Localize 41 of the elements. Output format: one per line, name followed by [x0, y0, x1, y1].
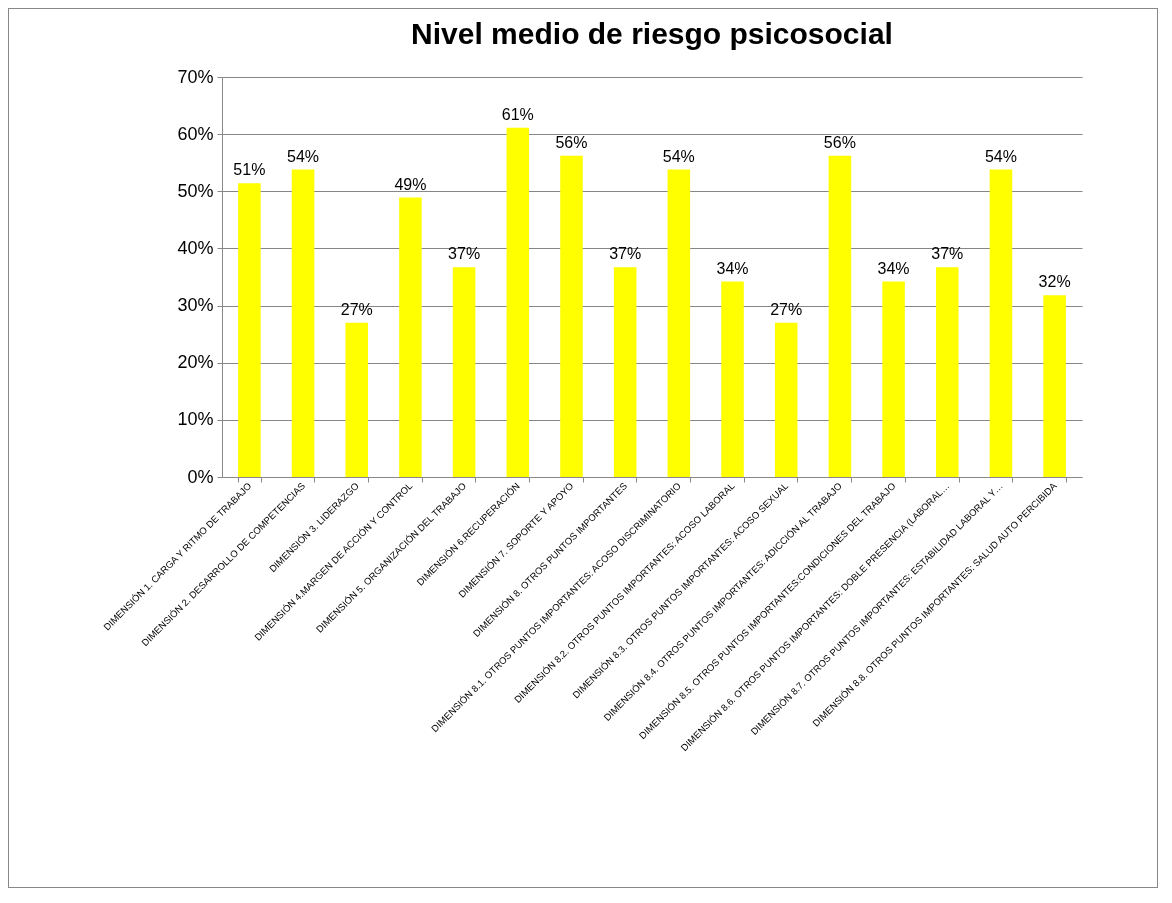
y-tick-label: 30% — [177, 295, 214, 316]
data-label: 54% — [287, 147, 320, 165]
bar — [345, 322, 369, 477]
bar — [828, 155, 852, 477]
bar — [613, 267, 637, 477]
bar — [935, 267, 959, 477]
data-label: 61% — [501, 105, 534, 123]
data-label: 54% — [662, 147, 695, 165]
bar — [506, 127, 530, 477]
bar — [721, 281, 744, 477]
data-label: 34% — [877, 259, 910, 277]
data-label: 37% — [609, 245, 642, 263]
y-tick-label: 10% — [177, 409, 214, 430]
y-tick-label: 50% — [177, 180, 214, 201]
chart-title: Nivel medio de riesgo psicosocial — [411, 17, 893, 50]
data-label: 56% — [823, 133, 856, 151]
data-label: 56% — [555, 133, 588, 151]
data-label: 34% — [716, 259, 749, 277]
data-label: 32% — [1038, 273, 1071, 291]
data-label: 27% — [770, 300, 803, 318]
bar — [238, 183, 261, 477]
y-tick-label: 70% — [177, 66, 214, 87]
data-label: 37% — [931, 245, 964, 263]
bar — [452, 267, 476, 477]
bar — [291, 169, 315, 477]
data-label: 37% — [448, 245, 481, 263]
bar — [882, 281, 905, 477]
y-tick-label: 60% — [177, 123, 214, 144]
y-tick-label: 40% — [177, 237, 214, 258]
bar — [560, 155, 583, 477]
bar — [774, 322, 798, 477]
data-label: 51% — [233, 161, 266, 179]
data-label: 27% — [340, 300, 373, 318]
data-label: 49% — [394, 175, 427, 193]
bar — [989, 169, 1013, 477]
bar — [1043, 295, 1066, 477]
data-label: 54% — [984, 147, 1017, 165]
bar — [667, 169, 691, 477]
y-tick-label: 20% — [177, 352, 214, 373]
bar — [399, 197, 422, 477]
y-tick-label: 0% — [187, 466, 214, 487]
